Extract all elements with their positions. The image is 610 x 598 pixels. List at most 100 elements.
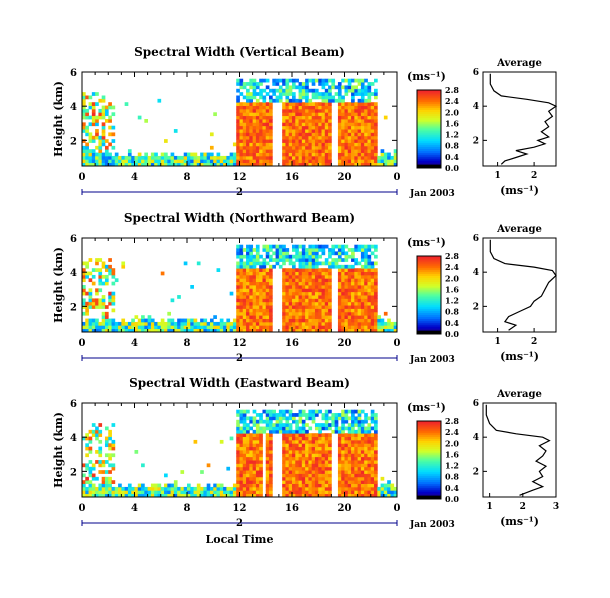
heatmap-cell xyxy=(305,145,309,150)
heatmap-cell xyxy=(308,125,313,130)
heatmap-cell xyxy=(374,135,378,140)
heatmap-cell xyxy=(88,288,93,293)
heatmap-cell xyxy=(282,446,286,451)
heatmap-cell xyxy=(252,149,257,153)
heatmap-cell xyxy=(196,493,201,498)
heatmap-cell xyxy=(167,162,171,167)
heatmap-cell xyxy=(269,135,273,140)
heatmap-cell xyxy=(364,115,368,120)
heatmap-cell xyxy=(249,416,254,421)
heatmap-cell xyxy=(341,268,345,272)
colorbar-segment xyxy=(417,310,441,314)
heatmap-cell xyxy=(95,429,99,434)
heatmap-cell xyxy=(147,328,152,333)
heatmap-cell xyxy=(272,429,276,434)
heatmap-cell xyxy=(262,115,267,120)
heatmap-cell xyxy=(331,82,336,86)
heatmap-cell xyxy=(278,264,283,269)
heatmap-cell xyxy=(305,122,309,127)
heatmap-cell xyxy=(239,102,244,106)
heatmap-cell xyxy=(288,288,293,293)
heatmap-cell xyxy=(255,119,260,123)
heatmap-cell xyxy=(351,152,355,157)
heatmap-cell xyxy=(308,426,313,431)
heatmap-cell xyxy=(370,139,375,143)
heatmap-cell xyxy=(252,470,257,474)
heatmap-cell xyxy=(321,453,326,458)
heatmap-cell xyxy=(141,325,145,330)
heatmap-cell xyxy=(108,295,112,299)
heatmap-cell xyxy=(298,305,303,309)
heatmap-cell xyxy=(308,122,313,127)
heatmap-cell xyxy=(160,328,165,333)
heatmap-cell xyxy=(255,122,260,127)
heatmap-cell xyxy=(360,433,365,437)
heatmap-cell xyxy=(360,439,365,444)
heatmap-cell xyxy=(265,108,270,113)
heatmap-cell xyxy=(295,328,299,333)
heatmap-cell xyxy=(242,95,247,100)
heatmap-cell xyxy=(344,258,349,262)
heatmap-cell xyxy=(249,264,254,269)
y-axis-label: Height (km) xyxy=(52,412,65,488)
heatmap-cell xyxy=(259,162,263,167)
heatmap-cell xyxy=(288,413,293,417)
heatmap-cell xyxy=(259,278,263,283)
heatmap-cell xyxy=(252,321,257,326)
heatmap-cell xyxy=(295,493,299,498)
heatmap-cell xyxy=(328,483,332,488)
heatmap-cell xyxy=(360,278,365,283)
heatmap-cell xyxy=(101,112,106,117)
heatmap-cell xyxy=(246,254,250,259)
heatmap-cell xyxy=(328,254,332,259)
heatmap-cell xyxy=(236,311,240,316)
heatmap-cell xyxy=(239,152,244,157)
heatmap-cell xyxy=(88,159,93,164)
heatmap-cell xyxy=(282,112,286,117)
heatmap-cell xyxy=(367,476,372,481)
colorbar-segment xyxy=(417,142,441,146)
heatmap-cell xyxy=(288,112,293,117)
heatmap-cell xyxy=(147,315,152,319)
heatmap-cell xyxy=(354,486,359,491)
heatmap-cell xyxy=(239,92,244,96)
heatmap-cell xyxy=(242,248,247,252)
heatmap-cell xyxy=(229,159,234,164)
heatmap-cell xyxy=(370,142,375,147)
colorbar-segment xyxy=(417,115,441,118)
colorbar-segment xyxy=(417,485,441,488)
heatmap-cell xyxy=(262,145,267,150)
heatmap-cell xyxy=(301,162,306,167)
heatmap-cell xyxy=(364,162,368,167)
heatmap-cell xyxy=(229,321,234,326)
heatmap-cell xyxy=(252,258,257,262)
heatmap-cell xyxy=(337,115,342,120)
heatmap-cell xyxy=(285,132,290,137)
heatmap-cell xyxy=(252,460,257,464)
heatmap-cell xyxy=(292,416,296,421)
heatmap-cell xyxy=(236,98,240,103)
colorbar-tick-label: 0.4 xyxy=(445,152,459,162)
heatmap-cell xyxy=(301,429,306,434)
heatmap-cell xyxy=(298,82,303,86)
heatmap-cell xyxy=(121,261,126,266)
heatmap-cell xyxy=(308,244,313,249)
heatmap-cell xyxy=(255,446,260,451)
heatmap-cell xyxy=(393,325,398,330)
heatmap-cell xyxy=(82,473,86,478)
heatmap-cell xyxy=(282,483,286,488)
heatmap-cell xyxy=(246,288,250,293)
heatmap-cell xyxy=(298,480,303,484)
heatmap-cell xyxy=(305,285,309,289)
heatmap-cell xyxy=(292,85,296,90)
heatmap-cell xyxy=(249,328,254,333)
heatmap-cell xyxy=(321,92,326,96)
heatmap-cell xyxy=(252,139,257,143)
heatmap-cell xyxy=(206,162,211,167)
heatmap-cell xyxy=(223,328,227,333)
heatmap-cell xyxy=(285,285,290,289)
heatmap-cell xyxy=(301,450,306,454)
heatmap-cell xyxy=(249,291,254,296)
heatmap-cell xyxy=(308,268,313,272)
